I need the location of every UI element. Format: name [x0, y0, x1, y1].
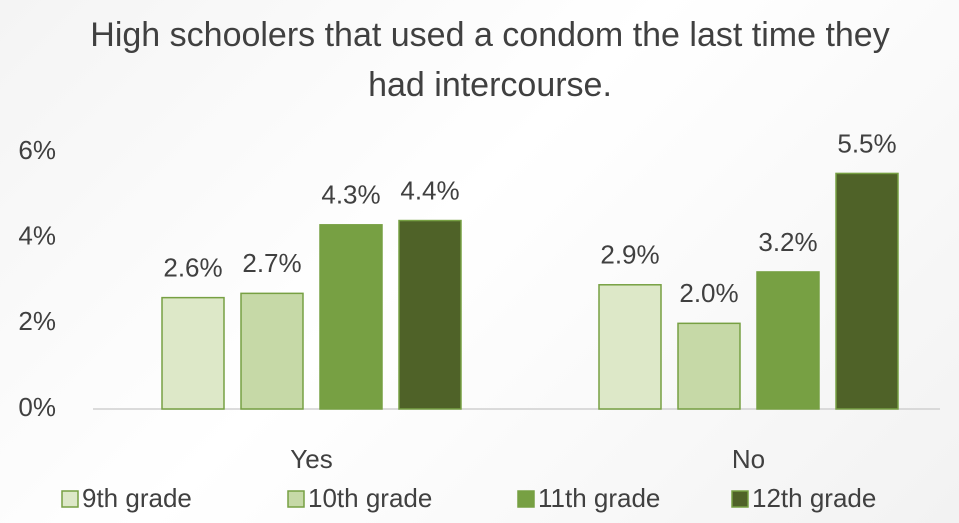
- value-label: 2.0%: [679, 278, 738, 308]
- bar: [598, 284, 662, 410]
- chart-title: High schoolers that used a condom the la…: [90, 16, 890, 104]
- value-label: 4.3%: [321, 180, 380, 210]
- value-label: 2.7%: [242, 248, 301, 278]
- bar: [835, 172, 899, 410]
- value-label: 2.6%: [163, 253, 222, 283]
- legend-swatch: [731, 490, 749, 508]
- legend-label: 12th grade: [752, 483, 876, 513]
- bar: [161, 296, 225, 410]
- y-tick-label: 4%: [18, 221, 56, 251]
- value-label: 2.9%: [600, 240, 659, 270]
- legend-label: 11th grade: [538, 483, 660, 513]
- x-tick-label: Yes: [290, 444, 332, 474]
- legend-swatch: [61, 490, 79, 508]
- value-label: 4.4%: [400, 175, 459, 205]
- bar: [398, 219, 462, 410]
- bar: [319, 224, 383, 410]
- bar: [756, 271, 820, 410]
- bar: [240, 292, 304, 410]
- legend-label: 10th grade: [308, 483, 432, 513]
- y-tick-label: 6%: [18, 135, 56, 165]
- legend-swatch: [517, 490, 535, 508]
- value-label: 3.2%: [758, 227, 817, 257]
- bar: [677, 322, 741, 410]
- y-tick-label: 0%: [18, 392, 56, 422]
- y-tick-label: 2%: [18, 306, 56, 336]
- legend-label: 9th grade: [82, 483, 192, 513]
- value-label: 5.5%: [837, 128, 896, 158]
- legend-swatch: [287, 490, 305, 508]
- x-tick-label: No: [732, 444, 765, 474]
